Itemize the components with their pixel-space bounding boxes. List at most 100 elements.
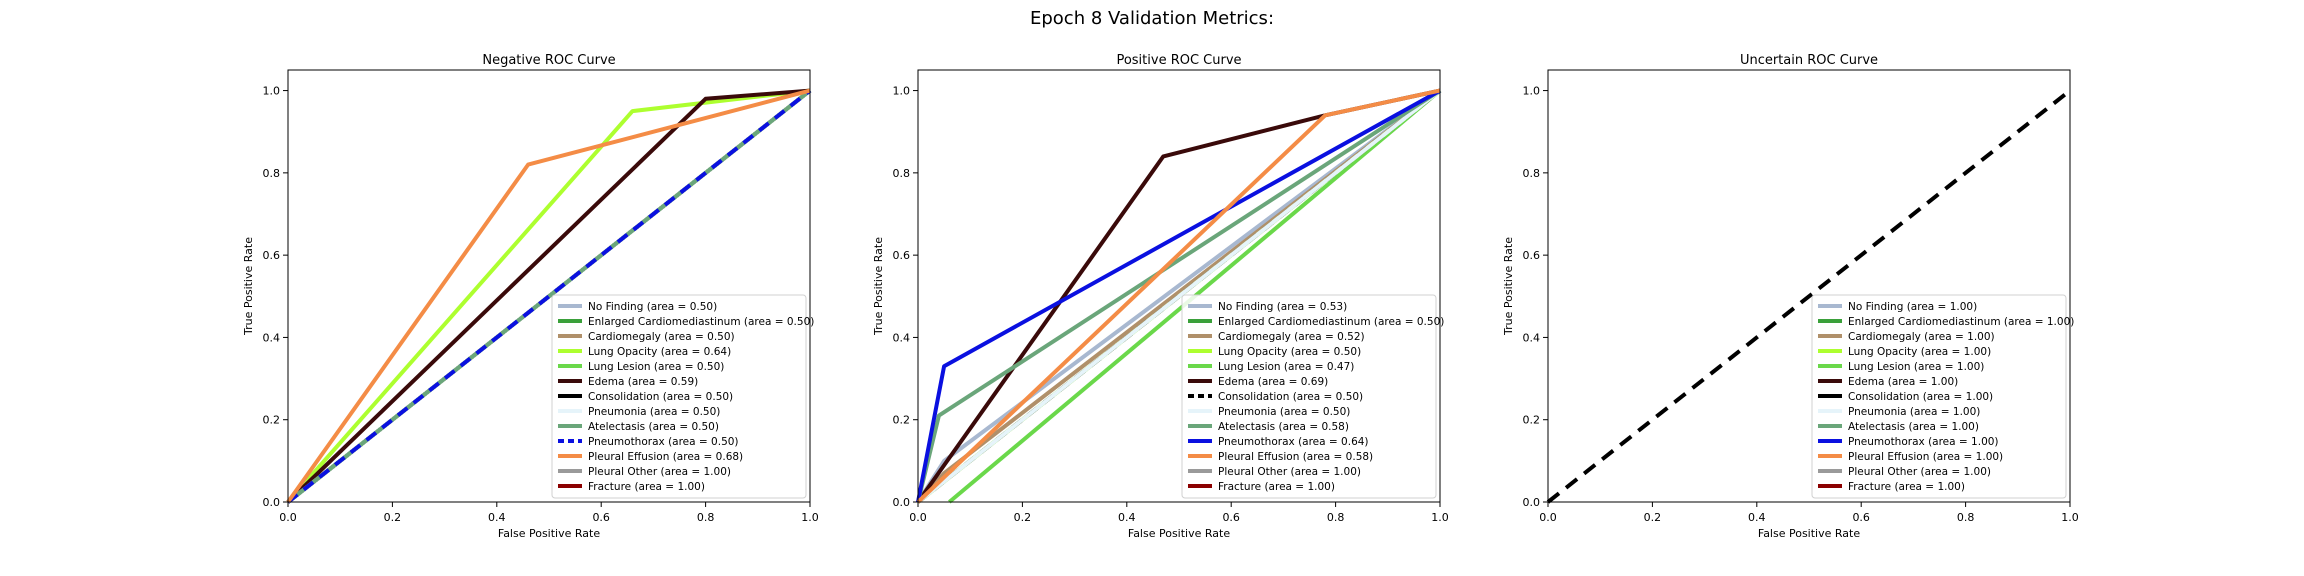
legend-entry: Pneumothorax (area = 0.50) <box>588 436 739 448</box>
legend-entry: Pneumothorax (area = 1.00) <box>1848 436 1999 448</box>
series-line-6 <box>286 88 811 504</box>
series-lines <box>286 88 812 504</box>
chart-panel-2: 0.0 0.2 0.4 0.6 0.8 1.0 0.0 0.2 0.4 0.6 0.8 1.0 Posi… <box>872 53 1449 540</box>
legend-entry: Pleural Other (area = 1.00) <box>1848 466 1991 478</box>
legend-entry: Edema (area = 1.00) <box>1848 376 1958 388</box>
legend-entry: Pleural Effusion (area = 1.00) <box>1848 451 2003 463</box>
axes-frame <box>917 69 1441 503</box>
axes-frame <box>1547 69 2071 503</box>
legend-entry: Edema (area = 0.59) <box>588 376 698 388</box>
y-tick-label: 1.0 <box>263 85 281 98</box>
legend: No Finding (area = 1.00) Enlarged Cardiom… <box>1811 294 2074 499</box>
legend-entry: Consolidation (area = 0.50) <box>1218 391 1363 403</box>
legend-entry: Atelectasis (area = 1.00) <box>1848 421 1979 433</box>
y-tick-label: 0.0 <box>893 496 911 509</box>
legend-box <box>1181 294 1437 499</box>
y-tick-label: 0.6 <box>263 249 281 262</box>
legend-entry: Lung Opacity (area = 0.50) <box>1218 346 1361 358</box>
legend-box <box>551 294 807 499</box>
legend-entry: Lung Opacity (area = 0.64) <box>588 346 731 358</box>
x-tick-label: 0.8 <box>1957 511 1975 524</box>
x-tick-label: 0.0 <box>909 511 927 524</box>
chart-title: Uncertain ROC Curve <box>1740 53 1878 68</box>
x-tick-label: 0.4 <box>1748 511 1766 524</box>
legend-entry: Pneumonia (area = 0.50) <box>588 406 720 418</box>
x-tick-label: 1.0 <box>1431 511 1449 524</box>
series-line-8 <box>916 89 1442 504</box>
series-line-10 <box>286 89 812 504</box>
y-axis-label: True Positive Rate <box>1502 237 1515 336</box>
legend-entry: Pneumonia (area = 0.50) <box>1218 406 1350 418</box>
legend-entry: Pleural Other (area = 1.00) <box>1218 466 1361 478</box>
y-tick-label: 0.4 <box>1523 331 1541 344</box>
y-tick-label: 1.0 <box>1523 85 1541 98</box>
legend-entry: Lung Opacity (area = 1.00) <box>1848 346 1991 358</box>
legend-entry: Pleural Effusion (area = 0.58) <box>1218 451 1373 463</box>
x-tick-label: 0.0 <box>279 511 297 524</box>
chart-panel-3: 0.0 0.2 0.4 0.6 0.8 1.0 0.0 0.2 0.4 0.6 0.8 1.0 Unce… <box>1502 53 2079 540</box>
legend-entry: Fracture (area = 1.00) <box>1218 481 1335 493</box>
x-tick-label: 0.2 <box>384 511 402 524</box>
x-tick-label: 0.8 <box>1327 511 1345 524</box>
legend-entry: Consolidation (area = 1.00) <box>1848 391 1993 403</box>
x-tick-label: 0.6 <box>1222 511 1240 524</box>
legend-entry: Enlarged Cardiomediastinum (area = 0.50) <box>1218 316 1444 328</box>
legend-entry: No Finding (area = 1.00) <box>1848 301 1977 313</box>
reference-line <box>1546 89 2072 504</box>
legend-entry: Enlarged Cardiomediastinum (area = 1.00) <box>1848 316 2074 328</box>
chart-panel-1: 0.0 0.2 0.4 0.6 0.8 1.0 0.0 0.2 0.4 0.6 0.8 1.0 Nega… <box>242 53 819 540</box>
x-tick-label: 0.4 <box>488 511 506 524</box>
series-line-10 <box>916 88 1441 503</box>
x-tick-label: 0.2 <box>1014 511 1032 524</box>
x-tick-label: 0.2 <box>1644 511 1662 524</box>
legend-entry: Pneumonia (area = 1.00) <box>1848 406 1980 418</box>
legend-entry: Fracture (area = 1.00) <box>1848 481 1965 493</box>
legend: No Finding (area = 0.53) Enlarged Cardiom… <box>1181 294 1444 499</box>
series-line-4 <box>286 88 811 504</box>
legend-entry: Lung Lesion (area = 0.47) <box>1218 361 1354 373</box>
legend-entry: Lung Lesion (area = 1.00) <box>1848 361 1984 373</box>
legend-entry: Edema (area = 0.69) <box>1218 376 1328 388</box>
legend-entry: No Finding (area = 0.53) <box>1218 301 1347 313</box>
y-tick-label: 0.4 <box>263 331 281 344</box>
series-lines <box>916 88 1442 504</box>
series-line-11 <box>286 88 811 504</box>
x-axis-label: False Positive Rate <box>1128 527 1230 540</box>
y-tick-label: 0.0 <box>263 496 281 509</box>
legend-entry: Consolidation (area = 0.50) <box>588 391 733 403</box>
x-tick-label: 0.8 <box>697 511 715 524</box>
y-tick-label: 1.0 <box>893 85 911 98</box>
legend-entry: No Finding (area = 0.50) <box>588 301 717 313</box>
y-tick-label: 0.0 <box>1523 496 1541 509</box>
x-axis-label: False Positive Rate <box>1758 527 1860 540</box>
legend-entry: Pneumothorax (area = 0.64) <box>1218 436 1369 448</box>
y-axis-label: True Positive Rate <box>242 237 255 336</box>
y-tick-label: 0.2 <box>893 414 911 427</box>
x-tick-label: 0.0 <box>1539 511 1557 524</box>
legend-entry: Cardiomegaly (area = 0.52) <box>1218 331 1365 343</box>
y-axis-label: True Positive Rate <box>872 237 885 336</box>
y-tick-label: 0.4 <box>893 331 911 344</box>
legend-entry: Pleural Other (area = 1.00) <box>588 466 731 478</box>
x-tick-label: 0.4 <box>1118 511 1136 524</box>
legend-entry: Enlarged Cardiomediastinum (area = 0.50) <box>588 316 814 328</box>
legend-entry: Cardiomegaly (area = 0.50) <box>588 331 735 343</box>
y-tick-label: 0.6 <box>893 249 911 262</box>
y-tick-label: 0.8 <box>263 167 281 180</box>
y-tick-label: 0.8 <box>893 167 911 180</box>
y-tick-label: 0.6 <box>1523 249 1541 262</box>
legend-entry: Fracture (area = 1.00) <box>588 481 705 493</box>
legend-entry: Lung Lesion (area = 0.50) <box>588 361 724 373</box>
x-tick-label: 0.6 <box>592 511 610 524</box>
legend-entry: Pleural Effusion (area = 0.68) <box>588 451 743 463</box>
legend: No Finding (area = 0.50) Enlarged Cardiom… <box>551 294 814 499</box>
y-tick-label: 0.8 <box>1523 167 1541 180</box>
legend-entry: Atelectasis (area = 0.50) <box>588 421 719 433</box>
x-tick-label: 1.0 <box>2061 511 2079 524</box>
x-tick-label: 0.6 <box>1852 511 1870 524</box>
series-lines <box>1546 89 2072 504</box>
legend-entry: Atelectasis (area = 0.58) <box>1218 421 1349 433</box>
chart-title: Positive ROC Curve <box>1116 53 1241 68</box>
y-tick-label: 0.2 <box>263 414 281 427</box>
y-tick-label: 0.2 <box>1523 414 1541 427</box>
